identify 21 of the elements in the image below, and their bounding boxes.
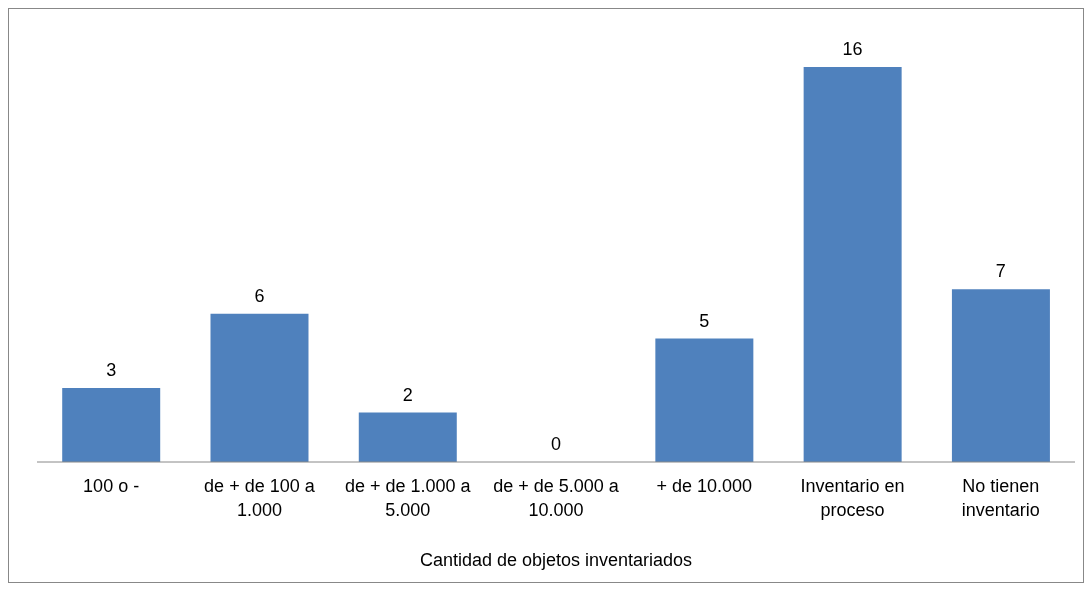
x-tick-label: Inventario en proceso bbox=[800, 476, 905, 520]
data-label: 5 bbox=[699, 310, 710, 331]
x-tick-label: de + de 1.000 a 5.000 bbox=[344, 476, 472, 520]
data-label: 3 bbox=[106, 359, 117, 380]
x-tick-label: de + de 5.000 a 10.000 bbox=[493, 476, 620, 520]
data-label: 0 bbox=[550, 434, 562, 454]
data-label: 7 bbox=[995, 261, 1006, 282]
bar bbox=[62, 387, 161, 462]
x-tick-label: + de 10.000 bbox=[656, 476, 753, 496]
data-label: 6 bbox=[254, 285, 265, 306]
data-label: 2 bbox=[402, 384, 413, 405]
bar bbox=[803, 66, 902, 462]
bar bbox=[655, 338, 754, 462]
bar bbox=[951, 289, 1050, 462]
x-axis-title: Cantidad de objetos inventariados bbox=[419, 550, 693, 570]
bar bbox=[210, 313, 309, 462]
bar bbox=[358, 412, 457, 462]
data-label: 16 bbox=[842, 38, 863, 59]
x-tick-label: No tienen inventario bbox=[961, 476, 1040, 520]
x-tick-label: 100 o - bbox=[83, 476, 140, 496]
x-tick-label: de + de 100 a 1.000 bbox=[204, 476, 316, 520]
